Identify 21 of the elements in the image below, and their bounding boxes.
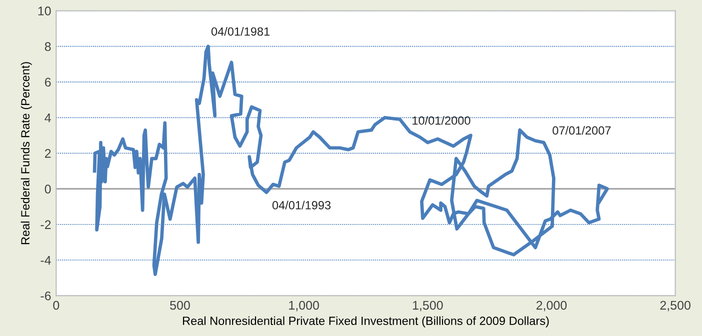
- x-tick-label: 2,000: [536, 300, 567, 312]
- x-tick-label: 1,000: [289, 300, 319, 312]
- annotation: 07/01/2007: [552, 126, 611, 135]
- y-tick-label: 8: [44, 42, 51, 52]
- y-tick-label: -6: [40, 291, 51, 300]
- y-tick-label: -4: [40, 256, 51, 265]
- x-axis-title: Real Nonresidential Private Fixed Investment (Billions of 2009 Dollars): [182, 316, 549, 328]
- y-tick-label: 0: [44, 184, 51, 194]
- annotation: 10/01/2000: [412, 116, 470, 125]
- y-tick-label: -2: [40, 220, 51, 229]
- x-tick-label: 500: [170, 300, 190, 310]
- x-tick-label: 2,500: [660, 300, 690, 312]
- y-tick-label: 10: [38, 6, 51, 16]
- annotation: 04/01/1981: [211, 27, 270, 36]
- y-tick-label: 6: [44, 78, 51, 87]
- y-tick-label: 2: [44, 149, 51, 158]
- x-tick-label: 1,500: [412, 300, 443, 312]
- y-tick-label: 4: [44, 114, 51, 122]
- annotation: 04/01/1993: [272, 200, 331, 210]
- y-axis-title: Real Federal Funds Rate (Percent): [20, 62, 32, 244]
- x-tick-label: 0: [53, 300, 60, 310]
